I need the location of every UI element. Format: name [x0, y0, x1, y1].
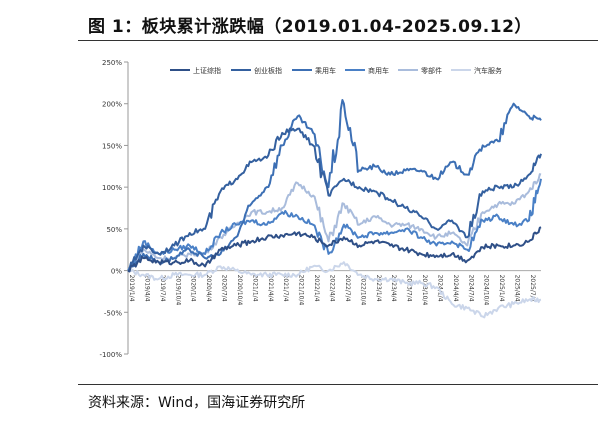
x-tick-label: 2022/7/4 — [344, 275, 351, 302]
x-tick-label: 2021/10/4 — [298, 275, 305, 306]
figure-title: 图 1：板块累计涨跌幅（2019.01.04-2025.09.12） — [88, 17, 532, 37]
source-divider — [78, 384, 598, 385]
x-tick-label: 2019/10/4 — [174, 275, 181, 306]
x-tick-label: 2020/7/4 — [221, 275, 228, 302]
legend-label: 乘用车 — [315, 66, 336, 75]
x-tick-label: 2024/4/4 — [452, 275, 459, 302]
source-note: 资料来源：Wind，国海证券研究所 — [88, 395, 306, 411]
x-tick-label: 2023/10/4 — [421, 275, 428, 306]
x-tick-label: 2023/7/4 — [406, 275, 413, 302]
y-tick-label: -50% — [104, 309, 122, 317]
x-tick-label: 2022/1/4 — [313, 275, 320, 302]
x-tick-label: 2022/10/4 — [359, 275, 366, 306]
x-tick-label: 2025/4/4 — [514, 275, 521, 302]
series-line — [127, 127, 542, 272]
x-tick-label: 2023/4/4 — [390, 275, 397, 302]
y-tick-label: 150% — [102, 142, 122, 150]
x-tick-label: 2025/1/4 — [498, 275, 505, 302]
y-tick-label: 250% — [102, 59, 122, 67]
series-line — [127, 261, 542, 319]
y-tick-label: 200% — [102, 101, 122, 109]
legend-label: 零部件 — [421, 66, 442, 75]
x-tick-label: 2022/4/4 — [329, 275, 336, 302]
x-tick-label: 2021/4/4 — [267, 275, 274, 302]
legend-label: 创业板指 — [254, 66, 282, 75]
x-tick-label: 2023/1/4 — [375, 275, 382, 302]
x-tick-label: 2024/7/4 — [467, 275, 474, 302]
x-tick-label: 2019/1/4 — [128, 275, 135, 302]
legend-label: 上证综指 — [193, 66, 221, 75]
x-tick-label: 2020/10/4 — [236, 275, 243, 306]
x-tick-label: 2021/7/4 — [282, 275, 289, 302]
x-tick-label: 2019/7/4 — [159, 275, 166, 302]
legend-label: 商用车 — [368, 66, 389, 75]
x-tick-label: 2020/4/4 — [205, 275, 212, 302]
y-tick-label: -100% — [99, 351, 122, 359]
series-line — [127, 226, 542, 273]
x-tick-label: 2024/10/4 — [483, 275, 490, 306]
series-line — [127, 99, 542, 272]
legend-label: 汽车服务 — [474, 66, 502, 75]
y-tick-label: 0% — [111, 268, 122, 276]
x-tick-label: 2025/7/4 — [529, 275, 536, 302]
title-divider — [78, 40, 598, 41]
x-tick-label: 2020/1/4 — [190, 275, 197, 302]
y-tick-label: 50% — [106, 226, 122, 234]
series-line — [127, 178, 542, 272]
x-tick-label: 2019/4/4 — [143, 275, 150, 302]
x-tick-label: 2021/1/4 — [251, 275, 258, 302]
series-line — [127, 173, 542, 272]
y-tick-label: 100% — [102, 184, 122, 192]
